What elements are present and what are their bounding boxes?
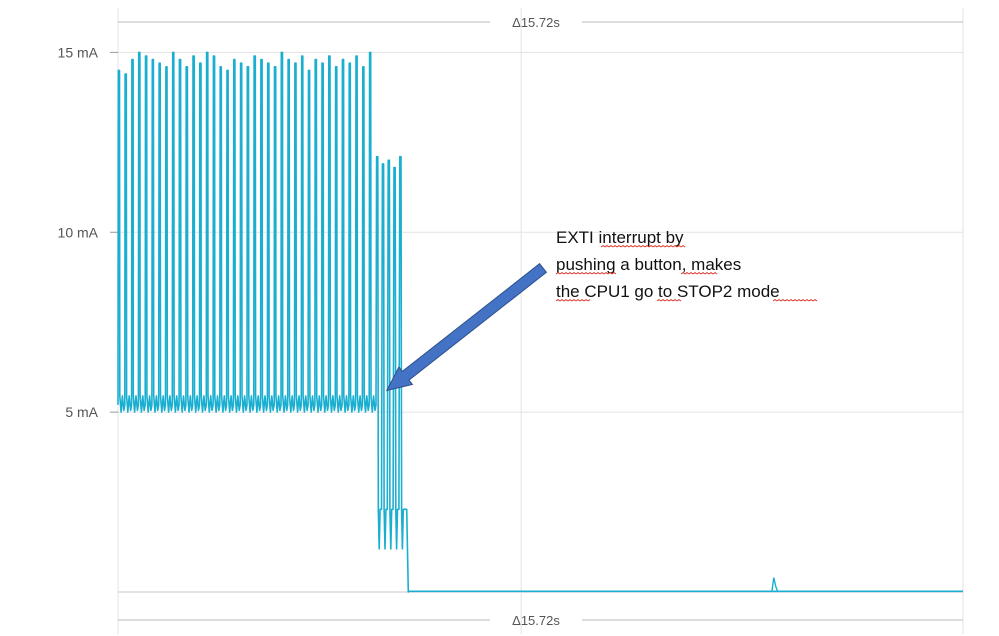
- annotation-line-1: EXTI interrupt by: [556, 228, 684, 247]
- y-tick-label-0: 5 mA: [65, 404, 98, 420]
- spellcheck-squiggle-1: [555, 272, 617, 275]
- spellcheck-squiggle-2: [680, 272, 718, 275]
- annotation: EXTI interrupt by pushing a button, make…: [385, 228, 818, 392]
- grid-lines: [117, 8, 964, 634]
- y-tick-label-1: 10 mA: [58, 224, 99, 240]
- spellcheck-squiggle-0: [600, 245, 686, 248]
- y-axis-ticks: 5 mA 10 mA 15 mA: [58, 44, 118, 420]
- annotation-line-2: pushing a button, makes: [556, 255, 741, 274]
- current-trace-line: [117, 51, 963, 593]
- spellcheck-squiggle-5: [772, 299, 818, 302]
- annotation-line-3: the CPU1 go to STOP2 mode: [556, 282, 780, 301]
- sleep-spike-mark: [771, 577, 779, 593]
- spellcheck-squiggle-4: [656, 299, 682, 302]
- y-tick-label-2: 15 mA: [58, 44, 99, 60]
- spellcheck-underlines: [555, 245, 818, 302]
- top-duration-marker: Δ15.72s: [118, 15, 963, 30]
- bottom-duration-label: Δ15.72s: [512, 613, 560, 628]
- spellcheck-squiggle-3: [555, 299, 591, 302]
- bottom-duration-marker: Δ15.72s: [118, 613, 963, 628]
- top-duration-label: Δ15.72s: [512, 15, 560, 30]
- annotation-arrow: [385, 262, 548, 392]
